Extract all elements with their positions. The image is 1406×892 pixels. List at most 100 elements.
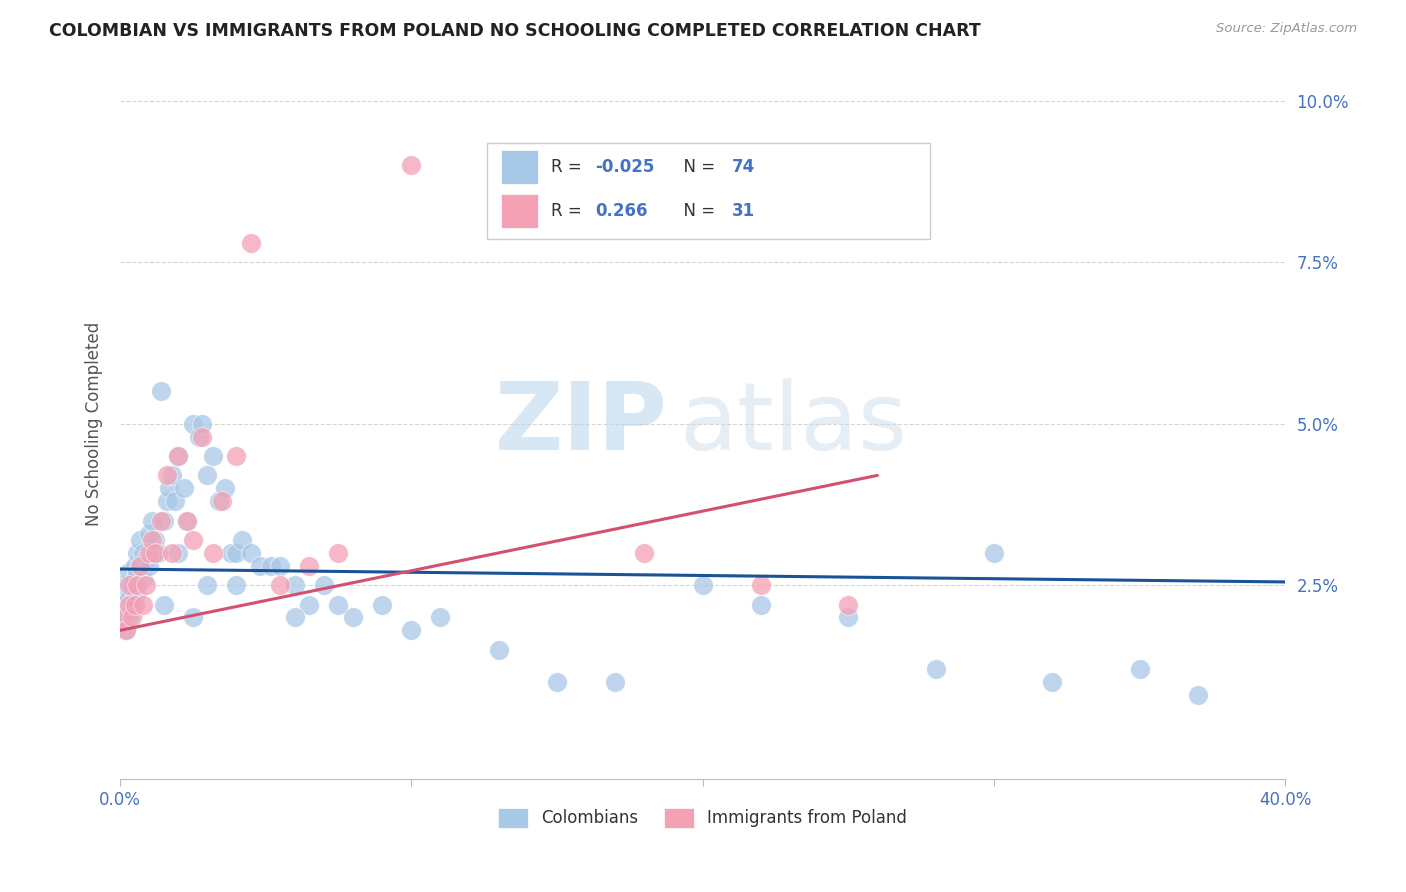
Point [173,481,195,495]
Point [312,578,335,592]
Point [284,578,307,592]
Point [633,546,655,560]
Text: 74: 74 [731,158,755,176]
Point [176,514,198,528]
Point [219,546,242,560]
Text: N =: N = [673,158,721,176]
Text: Source: ZipAtlas.com: Source: ZipAtlas.com [1216,22,1357,36]
Point [155,468,177,483]
Point [749,578,772,592]
Point [127,566,149,580]
Point [328,546,350,560]
Point [118,610,141,624]
Point [124,572,146,586]
Point [129,533,152,547]
Point [1128,662,1150,676]
Point [141,533,163,547]
Point [129,558,152,573]
Text: R =: R = [551,158,588,176]
Text: R =: R = [551,202,592,219]
Point [111,578,134,592]
Point [837,598,859,612]
Bar [501,150,538,184]
Point [692,578,714,592]
Point [118,591,141,606]
Point [132,546,155,560]
Point [187,430,209,444]
Point [1187,688,1209,702]
Point [401,158,423,172]
Point [118,598,141,612]
Point [152,598,174,612]
Point [328,598,350,612]
Text: atlas: atlas [679,377,907,470]
Point [260,558,283,573]
Point [749,598,772,612]
Point [127,546,149,560]
Point [176,514,198,528]
Point [135,578,157,592]
Point [138,558,160,573]
Point [127,584,149,599]
Point [181,610,204,624]
Point [195,468,218,483]
Point [167,449,190,463]
Point [111,610,134,624]
Point [225,546,247,560]
Point [111,598,134,612]
Legend: Colombians, Immigrants from Poland: Colombians, Immigrants from Poland [492,801,914,835]
Point [127,578,149,592]
Point [298,598,321,612]
Point [141,546,163,560]
Point [195,578,218,592]
Point [162,546,184,560]
Bar [501,194,538,227]
Point [124,591,146,606]
Point [155,494,177,508]
Point [167,449,190,463]
Text: -0.025: -0.025 [595,158,655,176]
Point [129,558,152,573]
Point [132,572,155,586]
Point [240,546,263,560]
Point [149,514,172,528]
Point [429,610,451,624]
Point [159,481,181,495]
Point [114,610,136,624]
Point [132,598,155,612]
Point [1040,675,1063,690]
Text: ZIP: ZIP [495,377,668,470]
Y-axis label: No Schooling Completed: No Schooling Completed [86,322,103,526]
Point [269,578,291,592]
Point [488,642,510,657]
Point [124,558,146,573]
Point [202,449,225,463]
Point [121,598,143,612]
FancyBboxPatch shape [486,143,929,239]
Point [284,610,307,624]
Point [225,449,247,463]
Point [249,558,271,573]
Point [165,494,187,508]
Point [181,417,204,431]
Point [269,558,291,573]
Point [924,662,946,676]
Text: COLOMBIAN VS IMMIGRANTS FROM POLAND NO SCHOOLING COMPLETED CORRELATION CHART: COLOMBIAN VS IMMIGRANTS FROM POLAND NO S… [49,22,981,40]
Point [121,610,143,624]
Point [401,624,423,638]
Point [162,468,184,483]
Point [114,624,136,638]
Point [231,533,253,547]
Point [371,598,394,612]
Point [983,546,1005,560]
Point [190,417,212,431]
Text: 31: 31 [731,202,755,219]
Text: 0.266: 0.266 [595,202,648,219]
Point [202,546,225,560]
Point [211,494,233,508]
Point [225,578,247,592]
Point [143,546,166,560]
Point [152,514,174,528]
Point [141,514,163,528]
Point [138,526,160,541]
